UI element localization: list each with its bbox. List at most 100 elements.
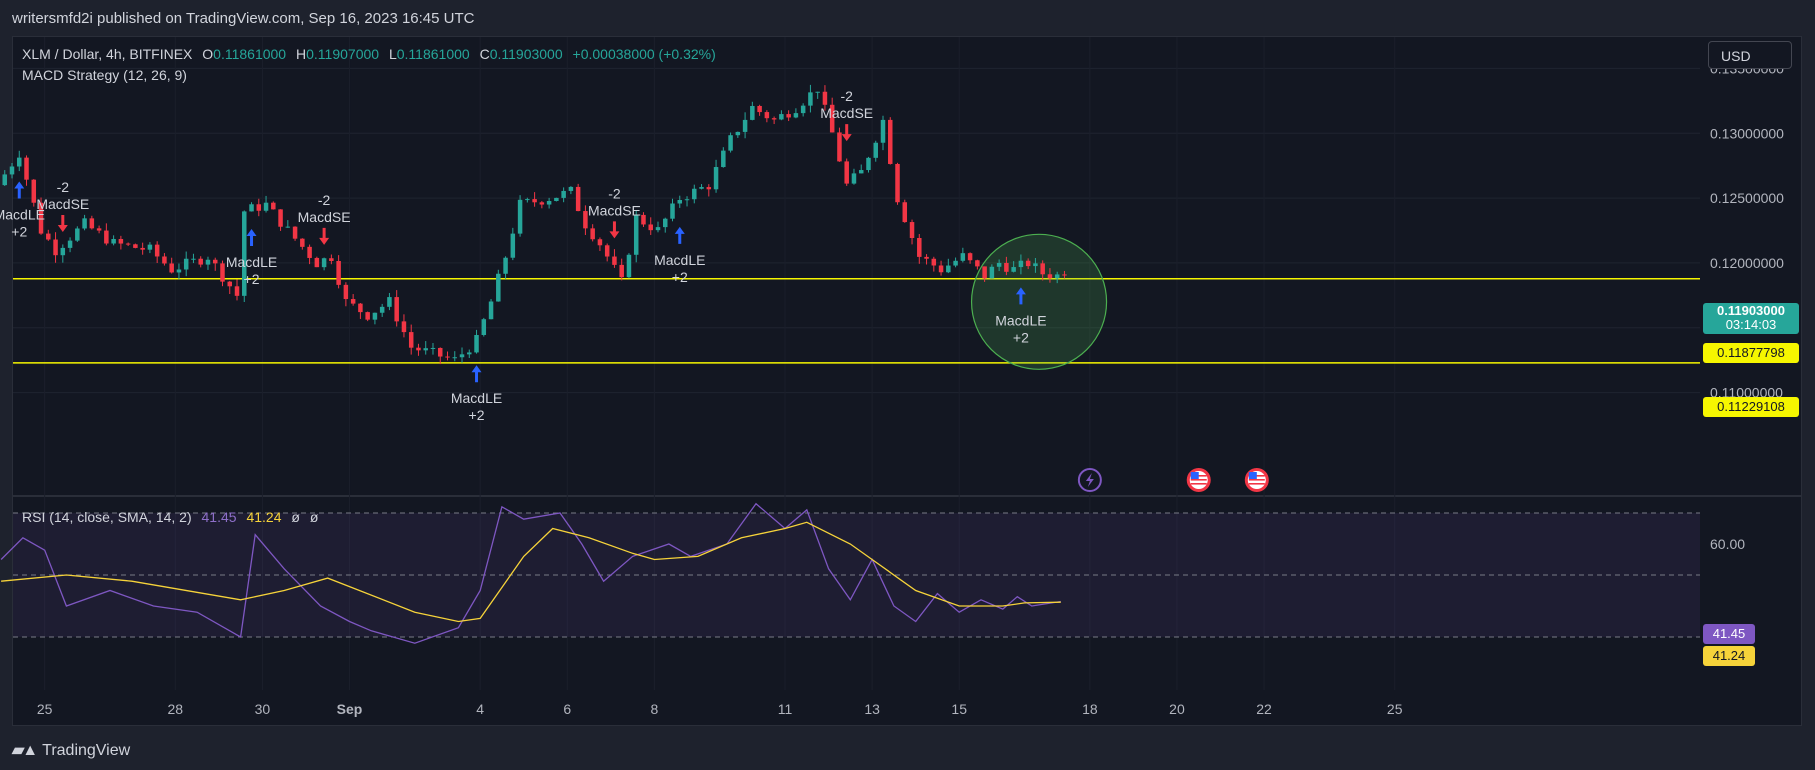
short-signal-label: MacdSE [820, 105, 873, 121]
low-value: 0.11861000 [396, 46, 470, 62]
candle-body [517, 199, 523, 234]
short-signal-label: MacdSE [298, 209, 351, 225]
short-signal-arrow [609, 221, 620, 239]
candle-body [372, 312, 378, 320]
rsi-layer [0, 502, 1700, 644]
short-signal-label: MacdSE [588, 202, 641, 218]
candle-body [350, 299, 356, 304]
candle-body [104, 230, 109, 244]
short-signal-qty: -2 [840, 88, 853, 104]
time-tick-label: 11 [778, 701, 793, 717]
price-tick-label: 0.12000000 [1710, 255, 1784, 271]
candle-body [118, 238, 124, 244]
candle-body [583, 211, 588, 229]
candle-body [880, 119, 886, 143]
candle-body [633, 214, 639, 255]
currency-button[interactable]: USD [1708, 41, 1792, 69]
candle-body [619, 264, 624, 278]
rsi-line [0, 502, 1061, 644]
candle-body [946, 265, 951, 273]
long-signal-qty: +2 [1013, 329, 1029, 345]
candle-body [481, 319, 487, 335]
time-tick-label: 30 [255, 701, 271, 717]
candle-body [960, 253, 966, 261]
candle-body [1033, 263, 1038, 267]
chart-frame[interactable] [12, 36, 1802, 726]
candle-body [1018, 260, 1024, 268]
candle-body [285, 226, 291, 228]
rsi-label[interactable]: RSI (14, close, SMA, 14, 2) [22, 509, 192, 525]
long-signal-arrow [14, 181, 25, 199]
time-tick-label: 13 [864, 701, 880, 717]
candle-body [307, 246, 312, 258]
time-tick-label: 15 [951, 701, 967, 717]
candle-body [300, 238, 305, 247]
strategy-legend[interactable]: MACD Strategy (12, 26, 9) [22, 67, 187, 83]
candle-body [343, 284, 349, 300]
candle-body [242, 211, 247, 296]
candle-body [227, 281, 233, 287]
last-price-tag: 0.11903000 03:14:03 [1703, 303, 1799, 334]
candle-body [379, 306, 385, 313]
candle-body [662, 218, 668, 228]
candle-body [996, 262, 1002, 267]
candle-body [17, 157, 22, 167]
short-signal-arrow [319, 227, 330, 245]
candle-body [989, 266, 995, 279]
long-signal-qty: +2 [672, 269, 688, 285]
signals-layer: MacdLE+2-2MacdSEMacdLE+2-2MacdSEMacdLE+2… [0, 88, 1047, 423]
us-flag-stripe [1190, 479, 1207, 481]
candle-body [575, 186, 581, 212]
candle-body [459, 354, 465, 358]
candle-body [612, 256, 617, 265]
long-signal-arrow [246, 229, 257, 247]
lightning-bolt-shape [1085, 473, 1094, 487]
candle-body [713, 167, 719, 190]
rsi-value-tag: 41.45 [1703, 624, 1755, 644]
us-flag-canton [1248, 472, 1257, 479]
time-tick-label: 20 [1169, 701, 1185, 717]
candle-body [735, 131, 741, 136]
candle-body [125, 243, 131, 245]
long-signal-label: MacdLE [451, 390, 502, 406]
candle-body [1054, 274, 1060, 279]
candle-body [851, 173, 857, 184]
candle-body [844, 161, 849, 184]
candle-body [437, 347, 443, 357]
candle-body [387, 297, 392, 307]
candle-body [873, 142, 878, 158]
candle-body [590, 228, 595, 240]
candle-body [909, 222, 915, 239]
candle-body [779, 114, 784, 120]
candle-body [488, 301, 494, 320]
candle-body [684, 199, 690, 201]
candle-body [191, 258, 196, 260]
candle-body [677, 200, 683, 204]
long-signal-arrow [1015, 287, 1026, 305]
candle-body [53, 239, 58, 256]
candle-body [445, 356, 450, 358]
candle-body [162, 256, 167, 264]
price-tick-label: 0.12500000 [1710, 190, 1784, 206]
candle-body [902, 202, 908, 223]
candle-body [728, 135, 733, 151]
symbol-label[interactable]: XLM / Dollar, 4h, BITFINEX [22, 46, 193, 62]
candle-body [154, 244, 160, 257]
candle-body [394, 297, 399, 322]
tradingview-logo[interactable]: ▰▲ TradingView [12, 740, 130, 760]
candle-body [430, 347, 436, 349]
long-signal-label: MacdLE [995, 312, 1046, 328]
candle-body [263, 202, 269, 211]
candle-body [292, 226, 298, 239]
close-label: C [479, 46, 490, 62]
candle-body [539, 202, 545, 205]
highlight-circle [970, 233, 1108, 370]
candle-body [742, 119, 748, 132]
open-value: 0.11861000 [213, 46, 287, 62]
candle-body [38, 202, 44, 234]
candle-body [525, 199, 530, 201]
rsi-ma-value-tag: 41.24 [1703, 646, 1755, 666]
candle-body [67, 240, 73, 248]
candle-body [329, 258, 334, 261]
